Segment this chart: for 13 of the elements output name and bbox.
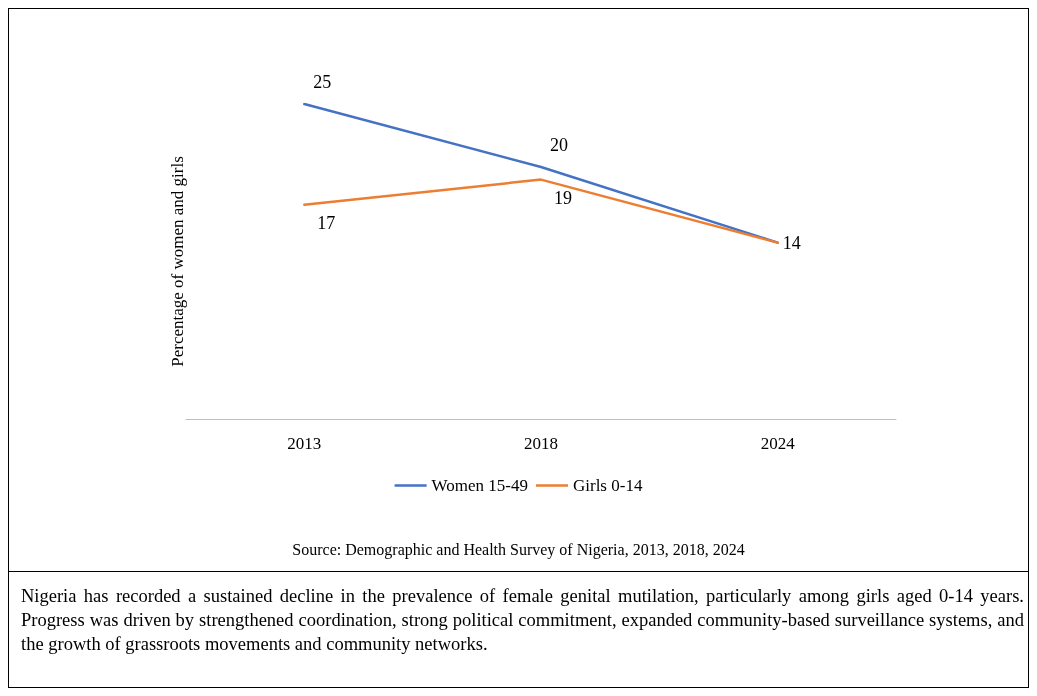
data-label: 25 <box>313 72 332 92</box>
legend-label: Women 15-49 <box>431 476 528 495</box>
x-tick-label: 2024 <box>760 434 796 453</box>
x-tick-label: 2013 <box>287 434 322 453</box>
data-label: 19 <box>554 187 572 208</box>
data-label: 17 <box>317 212 336 233</box>
text: Nigeria has recorded a sustained decline in the prevalence of female genital mutilation, particularly among girls aged 0-14 years. Progress was driven by strengthened coordination, strong political commitment, expanded community-based surveillance systems, and the growth of grassroots movements and community networks. <box>9 571 1028 656</box>
source-note: Source: Demographic and Health Survey of Nigeria, 2013, 2018, 2024 <box>291 541 746 559</box>
data-label: 20 <box>550 135 568 155</box>
data-label: 14 <box>782 232 801 253</box>
y-axis-title: Percentage of women and girls <box>168 156 187 367</box>
legend-label: Girls 0-14 <box>572 476 643 495</box>
x-tick-label: 2018 <box>524 434 558 453</box>
